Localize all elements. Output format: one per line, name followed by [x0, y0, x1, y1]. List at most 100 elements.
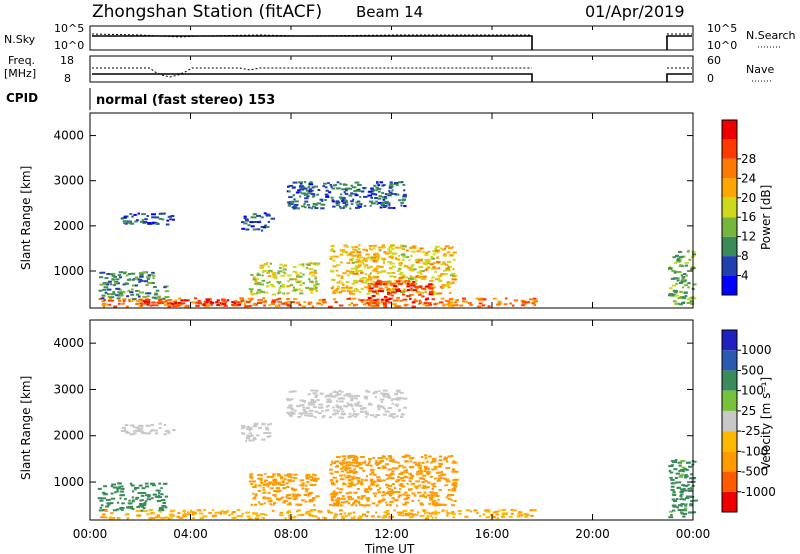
heatmap-cell — [259, 267, 264, 269]
colorbar-swatch — [722, 139, 737, 159]
heatmap-cell — [398, 181, 402, 184]
heatmap-cell — [250, 273, 254, 276]
heatmap-cell — [257, 299, 262, 302]
heatmap-cell — [349, 272, 354, 275]
heatmap-cell — [335, 391, 339, 394]
heatmap-cell — [679, 303, 683, 306]
heatmap-cell — [273, 502, 277, 505]
heatmap-cell — [334, 183, 337, 186]
heatmap-cell — [167, 215, 172, 218]
heatmap-cell — [328, 399, 332, 402]
heatmap-cell — [313, 288, 318, 291]
heatmap-cell — [423, 465, 428, 468]
heatmap-cell — [353, 456, 357, 459]
heatmap-cell — [282, 268, 287, 271]
heatmap-cell — [674, 481, 677, 484]
heatmap-cell — [336, 285, 340, 288]
heatmap-cell — [442, 261, 446, 264]
heatmap-cell — [316, 202, 322, 205]
heatmap-cell — [452, 482, 457, 484]
heatmap-cell — [469, 304, 473, 306]
heatmap-cell — [309, 484, 313, 486]
heatmap-cell — [139, 427, 144, 430]
heatmap-cell — [381, 491, 386, 494]
heatmap-cell — [350, 517, 356, 520]
heatmap-cell — [362, 407, 367, 410]
heatmap-cell — [270, 487, 274, 490]
heatmap-cell — [378, 390, 381, 393]
heatmap-cell — [172, 303, 175, 306]
heatmap-cell — [263, 432, 267, 434]
heatmap-cell — [217, 301, 220, 304]
heatmap-cell — [349, 259, 354, 262]
heatmap-cell — [358, 291, 362, 293]
heatmap-cell — [330, 278, 335, 281]
heatmap-cell — [356, 500, 361, 503]
heatmap-cell — [338, 280, 342, 283]
heatmap-cell — [348, 303, 352, 306]
heatmap-cell — [396, 398, 401, 401]
heatmap-cell — [332, 476, 337, 479]
heatmap-cell — [672, 256, 676, 259]
heatmap-cell — [356, 404, 361, 407]
heatmap-cell — [153, 286, 157, 288]
heatmap-cell — [418, 266, 422, 269]
heatmap-cell — [350, 267, 355, 270]
heatmap-cell — [100, 516, 105, 519]
heatmap-cell — [451, 504, 456, 507]
heatmap-cell — [420, 277, 424, 280]
heatmap-cell — [421, 270, 425, 273]
heatmap-cell — [380, 460, 383, 463]
heatmap-cell — [478, 298, 483, 301]
heatmap-cell — [400, 299, 403, 302]
heatmap-cell — [363, 264, 369, 267]
heatmap-cell — [680, 512, 684, 515]
heatmap-cell — [317, 412, 322, 415]
heatmap-cell — [315, 263, 320, 266]
heatmap-cell — [356, 487, 360, 490]
heatmap-cell — [442, 262, 447, 265]
heatmap-cell — [391, 402, 394, 405]
heatmap-cell — [160, 509, 165, 512]
heatmap-cell — [314, 276, 317, 279]
heatmap-cell — [296, 288, 301, 291]
x-tick-label: 00:00 — [73, 527, 108, 541]
heatmap-cell — [399, 397, 404, 400]
heatmap-cell — [374, 396, 377, 399]
heatmap-cell — [221, 300, 226, 303]
heatmap-cell — [384, 282, 387, 285]
heatmap-cell — [377, 515, 381, 518]
heatmap-cell — [344, 476, 350, 479]
heatmap-cell — [205, 302, 209, 305]
heatmap-cell — [261, 229, 264, 232]
heatmap-cell — [401, 293, 406, 296]
heatmap-cell — [495, 513, 499, 516]
heatmap-cell — [350, 251, 356, 254]
heatmap-cell — [305, 286, 310, 289]
heatmap-cell — [365, 497, 371, 500]
heatmap-cell — [377, 256, 380, 259]
heatmap-cell — [396, 390, 401, 393]
heatmap-cell — [371, 481, 375, 484]
heatmap-cell — [399, 291, 405, 293]
heatmap-cell — [409, 275, 413, 278]
heatmap-cell — [368, 276, 373, 279]
heatmap-cell — [144, 300, 148, 303]
nsearch-tick-top: 10^5 — [707, 22, 737, 35]
heatmap-cell — [434, 245, 440, 248]
heatmap-cell — [124, 282, 129, 285]
heatmap-cell — [684, 504, 688, 507]
heatmap-cell — [331, 504, 336, 507]
heatmap-cell — [252, 497, 256, 500]
heatmap-cell — [432, 253, 436, 256]
heatmap-cell — [386, 272, 392, 275]
heatmap-cell — [447, 282, 453, 285]
heatmap-cell — [352, 457, 356, 460]
heatmap-cell — [119, 273, 122, 276]
heatmap-cell — [249, 299, 253, 302]
heatmap-cell — [375, 189, 378, 192]
heatmap-cell — [332, 285, 335, 288]
heatmap-cell — [288, 184, 294, 187]
heatmap-cell — [355, 206, 360, 209]
